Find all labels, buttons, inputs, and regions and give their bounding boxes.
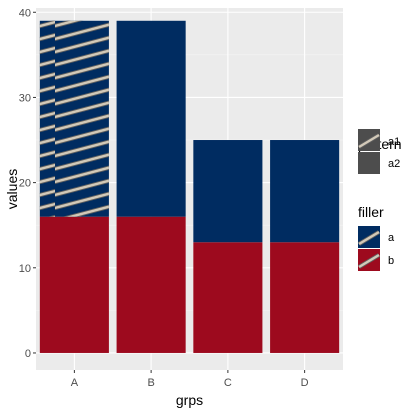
bar-A-a-pattern <box>39 20 109 217</box>
y-tick-label: 10 <box>19 263 31 275</box>
legend-key-a1-stripe <box>357 133 381 149</box>
x-tick-label: D <box>301 377 309 389</box>
x-tick-label: A <box>71 377 79 389</box>
bar-B-a <box>116 20 186 217</box>
x-axis: A B C D <box>71 370 309 389</box>
legend-label-a1: a1 <box>388 136 400 148</box>
bar-C-b <box>193 242 263 353</box>
bars <box>39 20 340 353</box>
legend-key-b-stripe <box>357 253 381 269</box>
y-tick-label: 30 <box>19 92 31 104</box>
legend-filler-title: filler <box>358 204 384 220</box>
bar-C-a <box>193 140 263 243</box>
x-axis-title: grps <box>176 392 203 408</box>
y-axis-title: values <box>4 169 20 209</box>
legend-label-b: b <box>388 255 394 267</box>
y-tick-label: 20 <box>19 178 31 190</box>
bar-B-b <box>116 216 186 353</box>
y-tick-label: 0 <box>25 348 31 360</box>
legend-key-a-stripe <box>357 230 381 246</box>
bar-D-b <box>270 242 340 353</box>
y-axis: 0 10 20 30 40 <box>19 7 36 360</box>
bar-A-b <box>39 216 109 353</box>
legend-pattern: pattern a1 a2 <box>357 129 402 174</box>
legend-label-a: a <box>388 232 395 244</box>
y-tick-label: 40 <box>19 7 31 19</box>
legend-key-a2 <box>358 152 380 174</box>
bar-D-a <box>270 140 340 243</box>
legend-label-a2: a2 <box>388 158 400 170</box>
legend-filler: filler a b <box>357 204 395 271</box>
x-tick-label: C <box>224 377 232 389</box>
x-tick-label: B <box>147 377 154 389</box>
